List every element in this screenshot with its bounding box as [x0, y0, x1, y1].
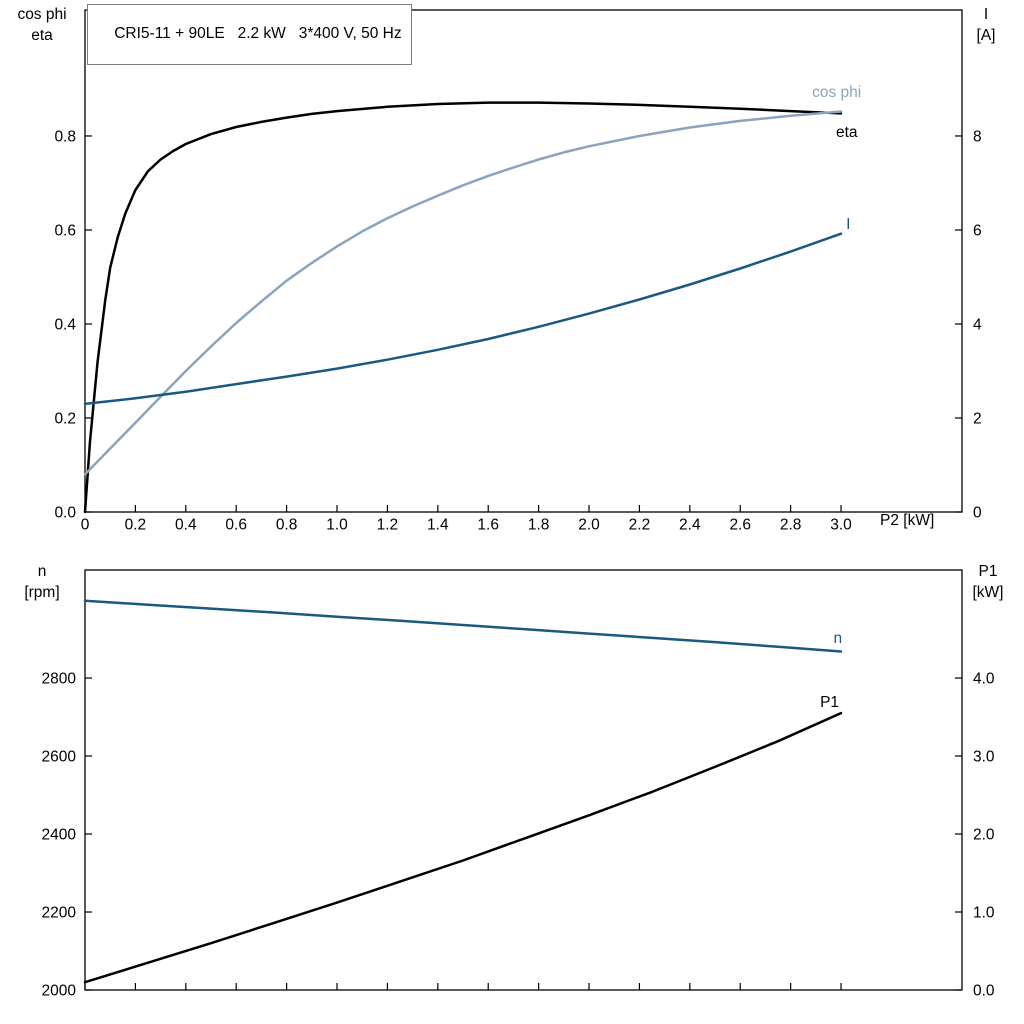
cos-phi-curve-label: cos phi: [812, 84, 861, 101]
x-axis-label: P2 [kW]: [880, 512, 935, 529]
top-x-tick-label: 0.8: [276, 517, 298, 534]
top-right-axis-title: I [A]: [955, 4, 1017, 46]
p1-curve: [83, 711, 843, 984]
bottom-right-tick-label: 0.0: [973, 983, 995, 1000]
bottom-left-tick-label: 2400: [42, 827, 77, 844]
top-x-tick-label: 0.4: [175, 517, 197, 534]
p1-curve-label: P1: [820, 694, 839, 711]
bottom-right-axis-title: P1 [kW]: [957, 561, 1019, 603]
chart-title-box: CRI5-11 + 90LE 2.2 kW 3*400 V, 50 Hz: [87, 4, 412, 65]
top-x-tick-label: 1.2: [377, 517, 399, 534]
top-x-tick-label: 2.2: [629, 517, 651, 534]
top-right-tick-label: 6: [973, 222, 982, 239]
right-axis-label-p1: P1: [978, 563, 998, 580]
top-left-tick-label: 0.2: [54, 410, 76, 427]
top-left-tick-label: 0.6: [54, 222, 76, 239]
left-axis-label-speed: n: [37, 563, 47, 580]
top-x-tick-label: 2.6: [729, 517, 751, 534]
bottom-left-tick-label: 2800: [42, 671, 77, 688]
current-curve: [83, 232, 843, 406]
top-left-tick-label: 0.0: [54, 505, 76, 522]
top-x-tick-label: 2.8: [780, 517, 802, 534]
eta-curve: [83, 101, 843, 514]
speed-curve: [83, 599, 843, 653]
right-axis-label-current-unit: [A]: [976, 27, 996, 44]
bottom-right-tick-label: 3.0: [973, 749, 995, 766]
top-right-tick-label: 8: [973, 128, 982, 145]
bottom-plot-frame: [84, 569, 963, 991]
bottom-left-tick-label: 2000: [42, 983, 77, 1000]
top-right-tick-label: 2: [973, 410, 982, 427]
right-axis-label-current: I: [983, 6, 989, 23]
top-x-tick-label: 2.0: [578, 517, 600, 534]
bottom-right-tick-label: 1.0: [973, 905, 995, 922]
cos-phi-curve: [83, 110, 843, 476]
bottom-left-tick-label: 2600: [42, 749, 77, 766]
bottom-left-axis-title: n [rpm]: [2, 561, 82, 603]
top-x-tick-label: 2.4: [679, 517, 701, 534]
top-left-tick-label: 0.8: [54, 128, 76, 145]
left-axis-label-eta: eta: [31, 27, 53, 44]
top-right-tick-label: 4: [973, 316, 982, 333]
bottom-left-tick-label: 2200: [42, 905, 77, 922]
top-x-tick-label: 1.6: [477, 517, 499, 534]
speed-curve-label: n: [834, 630, 843, 647]
bottom-right-tick-label: 4.0: [973, 671, 995, 688]
top-x-tick-label: 1.8: [528, 517, 550, 534]
top-x-tick-label: 3.0: [830, 517, 852, 534]
top-x-tick-label: 1.4: [427, 517, 449, 534]
bottom-right-tick-label: 2.0: [973, 827, 995, 844]
top-right-tick-label: 0: [973, 505, 982, 522]
top-x-tick-label: 1.0: [326, 517, 348, 534]
top-x-tick-label: 0.6: [225, 517, 247, 534]
top-plot-frame: [84, 9, 963, 513]
chart-title: CRI5-11 + 90LE 2.2 kW 3*400 V, 50 Hz: [114, 25, 402, 42]
top-left-axis-title: cos phi eta: [2, 4, 82, 46]
eta-curve-label: eta: [836, 124, 858, 141]
left-axis-label-cos-phi: cos phi: [17, 6, 67, 23]
top-left-tick-label: 0.4: [54, 316, 76, 333]
right-axis-label-p1-unit: [kW]: [972, 584, 1004, 601]
top-x-tick-label: 0: [81, 517, 90, 534]
current-curve-label: I: [846, 216, 850, 233]
left-axis-label-speed-unit: [rpm]: [24, 584, 60, 601]
top-x-tick-label: 0.2: [125, 517, 147, 534]
